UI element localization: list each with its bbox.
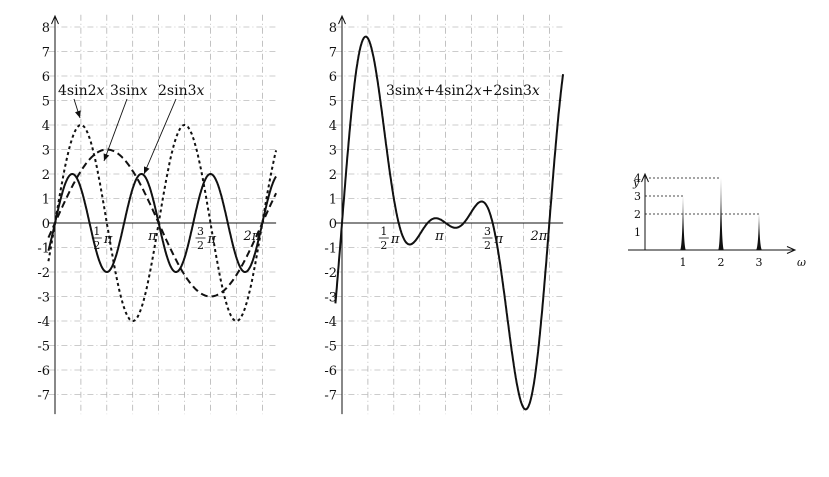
annotation-arrow-head bbox=[143, 166, 150, 174]
annotation-arrow-head bbox=[103, 153, 110, 161]
x-tick-numerator: 1 bbox=[380, 225, 387, 238]
y-tick-label: 5 bbox=[42, 95, 50, 110]
series-annotation: 2sin3x bbox=[158, 83, 205, 99]
y-tick-label: 4 bbox=[634, 172, 641, 185]
y-axis-arrow bbox=[641, 172, 649, 183]
y-tick-label: -7 bbox=[37, 389, 50, 404]
y-axis-label: y bbox=[632, 176, 640, 189]
x-tick-label: 1 bbox=[680, 256, 687, 269]
y-tick-label: 0 bbox=[329, 217, 337, 232]
x-tick-denominator: 2 bbox=[93, 239, 100, 252]
y-tick-label: 3 bbox=[42, 144, 50, 159]
x-tick-label: 2π bbox=[243, 229, 261, 244]
y-tick-label: 5 bbox=[329, 95, 337, 110]
y-tick-label: 8 bbox=[42, 21, 50, 36]
series-line bbox=[47, 148, 277, 298]
x-tick-label: 2 bbox=[718, 256, 725, 269]
y-tick-label: 2 bbox=[42, 168, 50, 183]
y-tick-label: 6 bbox=[329, 70, 337, 85]
y-tick-label: 3 bbox=[634, 190, 641, 203]
y-tick-label: 2 bbox=[634, 208, 641, 221]
x-axis-label: ω bbox=[797, 256, 806, 269]
spectrum-bar bbox=[680, 196, 686, 250]
x-tick-label: 2π bbox=[530, 229, 548, 244]
y-tick-label: -4 bbox=[37, 315, 50, 330]
x-tick-label: π bbox=[147, 229, 157, 244]
y-tick-label: -5 bbox=[37, 340, 50, 355]
y-tick-label: 8 bbox=[329, 21, 337, 36]
series-line bbox=[47, 124, 278, 322]
y-axis-arrow bbox=[51, 14, 59, 25]
y-tick-label: -4 bbox=[324, 315, 337, 330]
y-tick-label: -3 bbox=[37, 291, 50, 306]
y-tick-label: 3 bbox=[329, 144, 337, 159]
x-tick-numerator: 3 bbox=[484, 225, 491, 238]
annotation-arrow-line bbox=[103, 98, 128, 162]
y-tick-label: -2 bbox=[37, 266, 50, 281]
x-axis-arrow bbox=[786, 246, 797, 254]
spectrum-panel: y ω 4 3 2 1 1 2 3 bbox=[628, 172, 806, 269]
y-tick-label: -6 bbox=[37, 364, 50, 379]
series-annotation: 3sinx bbox=[110, 83, 148, 99]
y-tick-label: 7 bbox=[42, 46, 50, 61]
y-tick-label: -3 bbox=[324, 291, 337, 306]
series-annotation: 4sin2x bbox=[58, 83, 105, 99]
y-tick-label: 0 bbox=[42, 217, 50, 232]
x-tick-label: 3 bbox=[756, 256, 763, 269]
y-tick-label: 1 bbox=[329, 193, 337, 208]
x-tick-denominator: 2 bbox=[197, 239, 204, 252]
y-tick-label: 4 bbox=[329, 119, 337, 134]
x-tick-numerator: 3 bbox=[197, 225, 204, 238]
y-tick-label: -2 bbox=[324, 266, 337, 281]
x-tick-label: π bbox=[103, 232, 113, 247]
y-axis-arrow bbox=[338, 14, 346, 25]
series-line bbox=[334, 35, 565, 411]
x-tick-label: π bbox=[207, 232, 217, 247]
x-tick-label: π bbox=[434, 229, 444, 244]
y-tick-label: -6 bbox=[324, 364, 337, 379]
y-tick-label: 7 bbox=[329, 46, 337, 61]
y-tick-label: 1 bbox=[634, 226, 641, 239]
series-annotation: 3sinx+4sin2x+2sin3x bbox=[386, 83, 540, 99]
x-tick-denominator: 2 bbox=[484, 239, 491, 252]
x-tick-denominator: 2 bbox=[380, 239, 387, 252]
series-line bbox=[47, 173, 277, 273]
y-tick-label: 6 bbox=[42, 70, 50, 85]
y-tick-label: -7 bbox=[324, 389, 337, 404]
x-tick-numerator: 1 bbox=[93, 225, 100, 238]
y-tick-label: 1 bbox=[42, 193, 50, 208]
y-tick-label: 2 bbox=[329, 168, 337, 183]
x-tick-label: π bbox=[390, 232, 400, 247]
y-tick-label: -5 bbox=[324, 340, 337, 355]
spectrum-bar bbox=[756, 214, 762, 250]
y-tick-label: -1 bbox=[37, 242, 50, 257]
y-tick-label: 4 bbox=[42, 119, 50, 134]
annotation-arrow-head bbox=[75, 110, 81, 118]
x-tick-label: π bbox=[494, 232, 504, 247]
y-tick-label: -1 bbox=[324, 242, 337, 257]
annotation-arrow-line bbox=[143, 98, 177, 175]
